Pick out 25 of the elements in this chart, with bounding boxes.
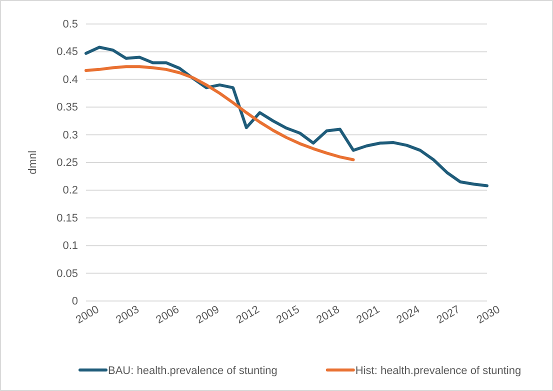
x-tick-label: 2009 [194, 304, 222, 326]
x-tick-label: 2012 [234, 304, 262, 326]
y-tick-label: 0.1 [62, 240, 78, 252]
y-tick-label: 0.4 [62, 74, 78, 86]
x-tick-label: 2018 [314, 304, 342, 326]
y-tick-label: 0.35 [56, 102, 78, 114]
x-tick-label: 2015 [274, 304, 302, 326]
y-tick-label: 0.15 [56, 212, 78, 224]
y-tick-label: 0.3 [62, 129, 78, 142]
x-tick-label: 2027 [434, 304, 462, 326]
line-series [84, 65, 355, 162]
x-tick-label: 2021 [354, 304, 382, 326]
y-tick-label: 0.05 [56, 268, 78, 280]
y-tick-label: 0.5 [62, 18, 78, 31]
line-series [84, 46, 488, 188]
x-tick-label: 2003 [114, 304, 142, 326]
x-tick-label: 2030 [474, 304, 502, 326]
x-tick-label: 2024 [394, 304, 422, 326]
legend-label: Hist: health.prevalence of stunting [355, 365, 522, 377]
legend-label: BAU: health.prevalence of stunting [108, 365, 278, 377]
y-tick-label: 0.2 [62, 184, 78, 197]
y-axis-title: dmnl [27, 150, 39, 174]
y-tick-label: 0.25 [56, 157, 78, 170]
x-tick-label: 2006 [154, 304, 182, 326]
y-tick-label: 0.45 [56, 46, 78, 58]
